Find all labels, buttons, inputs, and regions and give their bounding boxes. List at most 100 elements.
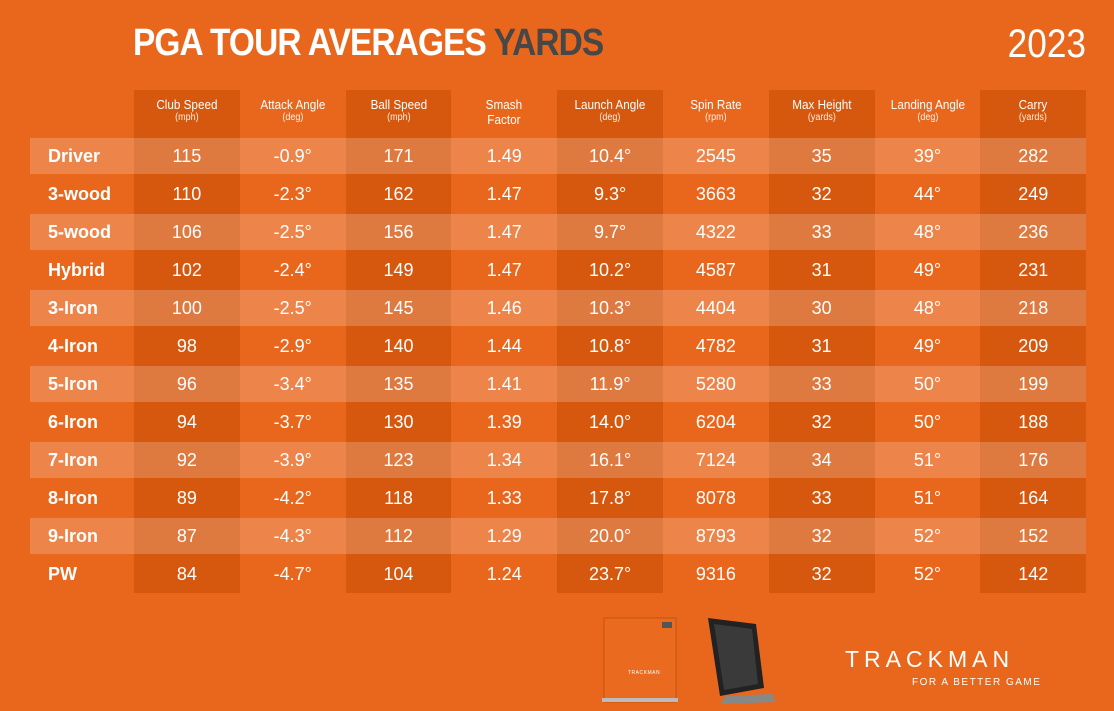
cell-value: 218: [1018, 298, 1049, 318]
cell-value: -4.3°: [273, 526, 312, 546]
cell-value: 118: [384, 488, 413, 508]
title-main: PGA TOUR AVERAGES: [133, 22, 487, 64]
row-stripe: [30, 442, 1086, 478]
cell-value: 11.9°: [589, 374, 631, 394]
cell-value: 33: [811, 488, 832, 508]
cell-value: 1.47: [486, 184, 522, 204]
header-name: Carry: [1018, 97, 1048, 112]
cell-value: 231: [1018, 260, 1049, 280]
cell-value: 152: [1018, 526, 1049, 546]
brand: TRACKMAN: [845, 646, 1015, 672]
cell-value: 52°: [913, 526, 942, 546]
club-name: 3-Iron: [48, 298, 99, 318]
column-background: [134, 90, 240, 593]
cell-value: 171: [383, 146, 414, 166]
row-stripe: [30, 214, 1086, 250]
cell-value: 188: [1018, 412, 1049, 432]
cell-value: 162: [383, 184, 414, 204]
cell-value: 9.3°: [593, 184, 627, 204]
cell-value: 149: [383, 260, 414, 280]
header-name: Club Speed: [156, 97, 218, 112]
cell-value: 9316: [695, 564, 736, 584]
club-name: 3-wood: [48, 184, 111, 204]
header-name: Landing Angle: [890, 97, 965, 112]
column-header: Landing Angle (deg): [880, 97, 975, 124]
cell-value: 3663: [695, 184, 736, 204]
row-stripe: [30, 366, 1086, 402]
cell-value: 1.46: [486, 298, 522, 318]
column-header: Spin Rate (rpm): [668, 97, 763, 124]
column-background: [557, 90, 663, 593]
cell-value: 1.47: [486, 260, 522, 280]
cell-value: 4587: [695, 260, 736, 280]
cell-value: -2.5°: [273, 298, 312, 318]
cell-value: 135: [383, 374, 414, 394]
cell-value: 110: [172, 184, 202, 204]
cell-value: 44°: [913, 184, 942, 204]
column-background: [768, 90, 875, 593]
cell-value: 1.49: [486, 146, 522, 166]
cell-value: 112: [384, 526, 413, 546]
header-name: Spin Rate: [690, 97, 742, 112]
cell-value: 48°: [913, 222, 942, 242]
cell-value: 31: [811, 260, 832, 280]
column-header: Max Height (yards): [774, 97, 869, 124]
club-name: 8-Iron: [48, 488, 99, 508]
cell-value: 49°: [913, 336, 942, 356]
cell-value: 31: [811, 336, 832, 356]
club-name: 7-Iron: [48, 450, 99, 470]
cell-value: 49°: [913, 260, 942, 280]
cell-value: 94: [176, 412, 197, 432]
header-unit: (deg): [599, 112, 621, 123]
club-name: PW: [48, 564, 77, 584]
cell-value: 106: [171, 222, 202, 242]
cell-value: 98: [176, 336, 197, 356]
header-unit: (rpm): [705, 112, 727, 123]
tagline: FOR A BETTER GAME: [912, 677, 1042, 688]
header-unit: (mph): [175, 112, 199, 123]
cell-value: 140: [383, 336, 414, 356]
column-background: [980, 90, 1087, 593]
cell-value: 1.29: [486, 526, 522, 546]
cell-value: 17.8°: [588, 488, 632, 508]
cell-value: 4322: [695, 222, 736, 242]
club-name: Hybrid: [48, 260, 106, 280]
cell-value: -3.7°: [273, 412, 312, 432]
column-header: Club Speed (mph): [139, 97, 234, 124]
header-unit: (yards): [807, 112, 836, 123]
cell-value: 87: [176, 526, 197, 546]
cell-value: -0.9°: [273, 146, 312, 166]
cell-value: 51°: [913, 450, 942, 470]
column-header: Smash Factor: [457, 97, 552, 127]
club-name: 6-Iron: [48, 412, 99, 432]
cell-value: 48°: [913, 298, 942, 318]
cell-value: 32: [811, 412, 832, 432]
cell-value: 52°: [913, 564, 942, 584]
cell-value: 96: [176, 374, 197, 394]
cell-value: 10.4°: [588, 146, 632, 166]
title: PGA TOUR AVERAGES YARDS: [133, 22, 604, 65]
header-unit: (deg): [916, 112, 939, 123]
cell-value: 10.3°: [588, 298, 632, 318]
cell-value: 51°: [913, 488, 942, 508]
cell-value: 102: [171, 260, 202, 280]
cell-value: -3.4°: [273, 374, 312, 394]
cell-value: -4.7°: [273, 564, 312, 584]
year: 2023: [1007, 22, 1086, 66]
cell-value: 92: [176, 450, 197, 470]
cell-value: 34: [811, 450, 832, 470]
cell-value: 130: [383, 412, 414, 432]
cell-value: 156: [383, 222, 414, 242]
cell-value: 23.7°: [588, 564, 632, 584]
cell-value: 249: [1018, 184, 1049, 204]
row-stripe: [30, 138, 1086, 174]
device-screen: [714, 624, 758, 690]
header-name: Max Height: [792, 97, 852, 112]
header-name: Ball Speed: [370, 97, 427, 112]
device-stand: [720, 694, 776, 704]
cell-value: 2545: [695, 146, 736, 166]
cell-value: 236: [1018, 222, 1049, 242]
column-header: Ball Speed (mph): [351, 97, 446, 124]
device-label: TRACKMAN: [628, 670, 660, 676]
